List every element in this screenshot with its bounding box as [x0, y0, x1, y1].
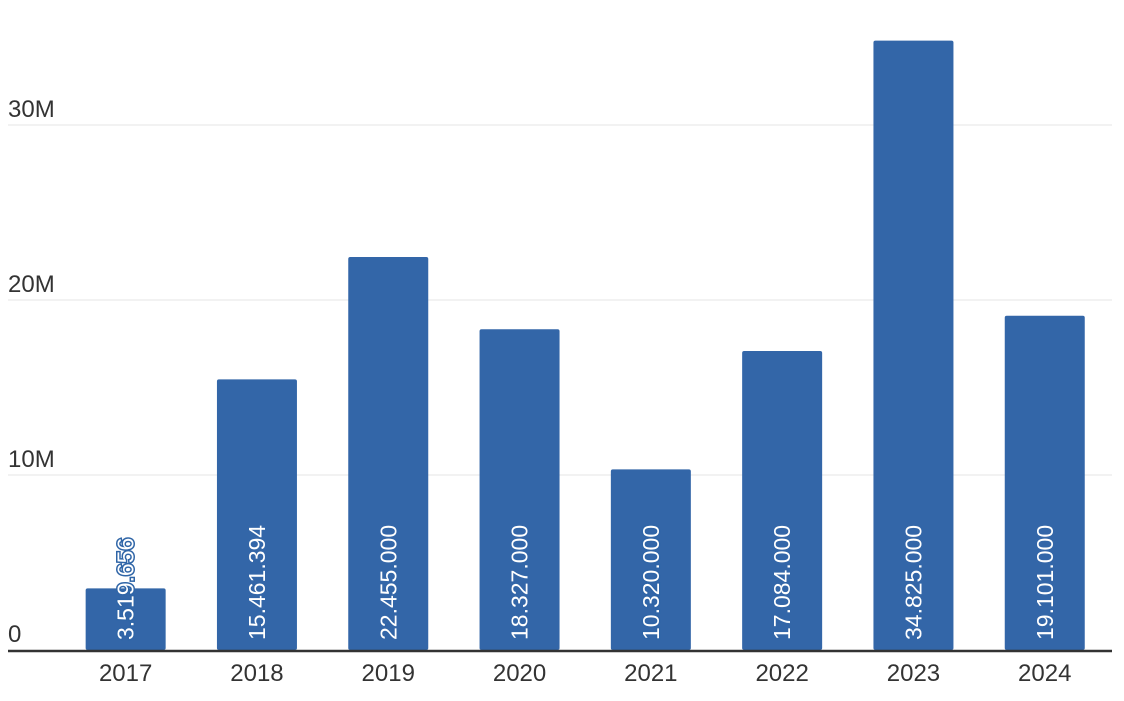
bar-2018 — [216, 379, 297, 650]
bar-2023 — [873, 40, 954, 650]
y-tick-label: 20M — [8, 271, 55, 298]
bar-2017 — [85, 588, 166, 650]
data-label: 34.825.000 — [900, 525, 926, 640]
x-tick-label: 2024 — [1018, 660, 1071, 687]
y-tick-label: 10M — [8, 446, 55, 473]
bar-2024 — [1004, 315, 1085, 650]
data-label: 15.461.394 — [244, 525, 270, 640]
x-tick-label: 2023 — [887, 660, 940, 687]
y-tick-label: 30M — [8, 96, 55, 123]
bar-2021 — [610, 469, 691, 650]
data-label: 10.320.000 — [638, 525, 664, 640]
x-tick-label: 2019 — [362, 660, 415, 687]
x-tick-label: 2021 — [624, 660, 677, 687]
x-tick-label: 2020 — [493, 660, 546, 687]
bar-2019 — [348, 257, 429, 650]
data-label: 3.519.656 — [113, 538, 139, 640]
data-label: 22.455.000 — [375, 525, 401, 640]
x-tick-label: 2017 — [99, 660, 152, 687]
x-tick-label: 2018 — [230, 660, 283, 687]
y-tick-label: 0 — [8, 621, 21, 648]
data-label: 17.084.000 — [769, 525, 795, 640]
data-label: 18.327.000 — [507, 525, 533, 640]
bar-2020 — [479, 329, 560, 650]
bar-2022 — [742, 351, 823, 650]
x-tick-label: 2022 — [755, 660, 808, 687]
data-label: 19.101.000 — [1032, 525, 1058, 640]
